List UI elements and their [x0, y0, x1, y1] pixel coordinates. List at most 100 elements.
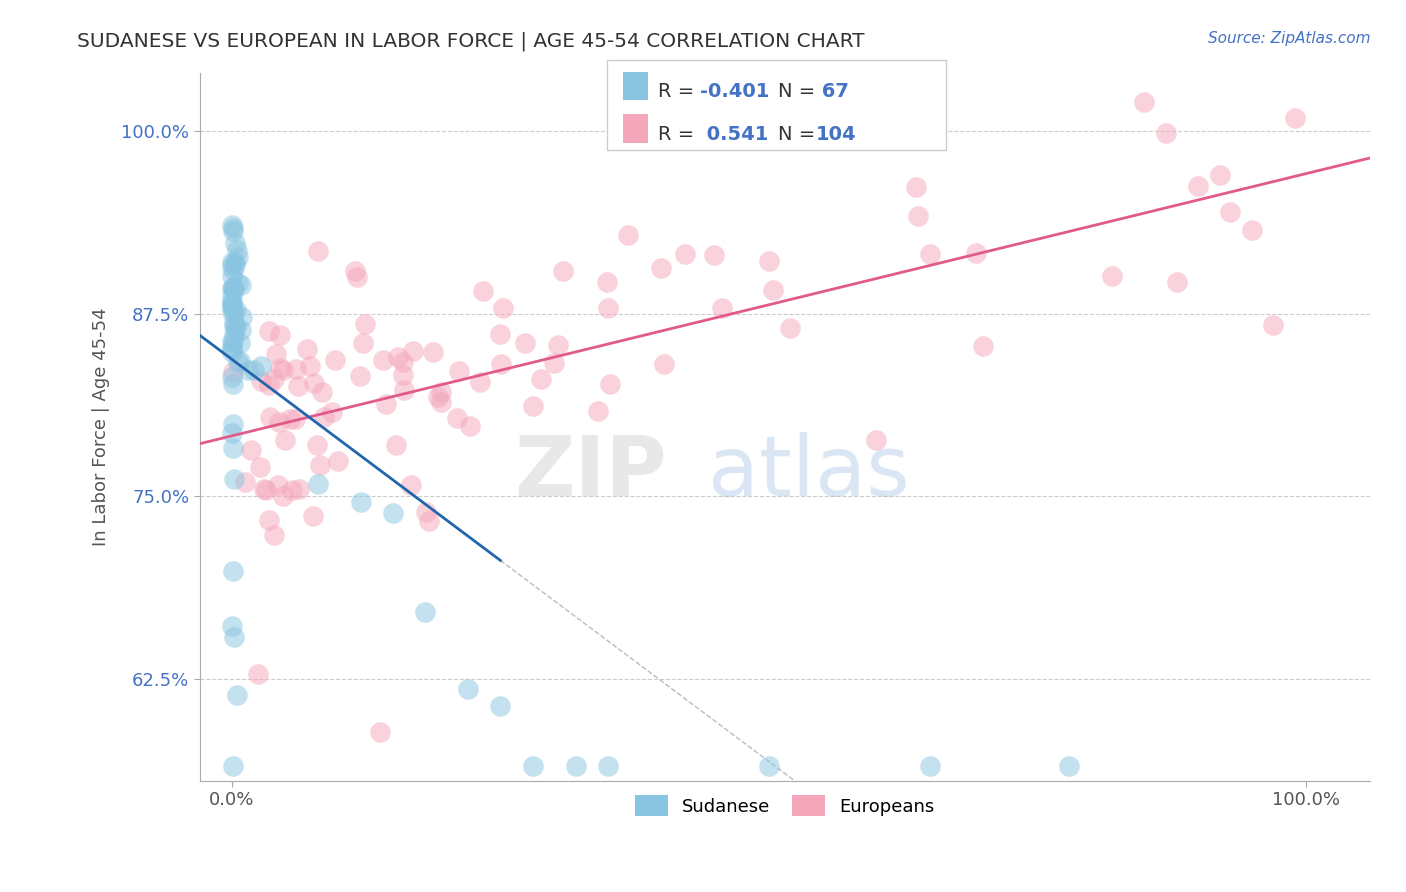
Point [489, 357, 512, 371]
Point [221, 341, 243, 355]
Point [596, 759, 619, 773]
Point [918, 247, 941, 261]
Point [703, 248, 725, 262]
Point [222, 759, 245, 773]
Point [392, 368, 415, 383]
Point [492, 301, 515, 315]
Point [250, 374, 273, 388]
Point [305, 438, 328, 452]
Point [522, 399, 544, 413]
Point [311, 385, 333, 400]
Point [271, 363, 294, 377]
Point [221, 369, 243, 384]
Point [267, 415, 290, 429]
Point [1059, 759, 1081, 773]
Point [385, 438, 408, 452]
Point [1208, 168, 1230, 182]
Point [222, 280, 245, 294]
Point [865, 433, 887, 447]
Point [239, 442, 262, 457]
Point [221, 342, 243, 356]
Point [446, 410, 468, 425]
Point [229, 354, 252, 368]
Point [422, 345, 444, 359]
Point [375, 396, 398, 410]
Point [221, 334, 243, 348]
Point [302, 509, 325, 524]
Point [297, 343, 319, 357]
Point [221, 259, 243, 273]
Point [226, 243, 249, 257]
Point [349, 369, 371, 384]
Point [221, 345, 243, 359]
Point [224, 255, 246, 269]
Point [321, 405, 343, 419]
Point [553, 264, 575, 278]
Point [221, 426, 243, 441]
Point [271, 490, 294, 504]
Text: R =: R = [658, 82, 700, 102]
Point [225, 303, 247, 318]
Point [224, 631, 246, 645]
Point [652, 358, 675, 372]
Point [447, 364, 470, 378]
Point [287, 378, 309, 392]
Point [302, 376, 325, 390]
Text: 104: 104 [815, 125, 856, 144]
Text: 67: 67 [815, 82, 849, 102]
Point [228, 355, 250, 369]
Point [233, 475, 256, 490]
Point [387, 350, 409, 364]
Point [368, 724, 391, 739]
Point [224, 306, 246, 320]
Point [222, 564, 245, 578]
Point [907, 209, 929, 223]
Point [221, 619, 243, 633]
Point [350, 495, 373, 509]
Point [371, 353, 394, 368]
Point [1240, 222, 1263, 236]
Point [257, 513, 280, 527]
Point [547, 337, 569, 351]
Point [249, 460, 271, 475]
Point [264, 347, 287, 361]
Point [399, 477, 422, 491]
Point [238, 363, 260, 377]
Point [617, 227, 640, 242]
Point [596, 301, 619, 316]
Point [226, 276, 249, 290]
Point [392, 354, 415, 368]
Point [1187, 178, 1209, 193]
Point [965, 245, 987, 260]
Point [418, 514, 440, 528]
Point [269, 361, 291, 376]
Point [221, 305, 243, 319]
Point [430, 385, 453, 400]
Point [346, 269, 368, 284]
Point [1133, 95, 1156, 110]
Point [972, 339, 994, 353]
Point [298, 359, 321, 373]
Point [225, 688, 247, 702]
Point [530, 372, 553, 386]
Point [221, 254, 243, 268]
Point [222, 472, 245, 486]
Point [307, 477, 329, 491]
Point [221, 263, 243, 277]
Point [430, 395, 453, 409]
Point [284, 412, 307, 426]
Point [596, 276, 619, 290]
Point [314, 410, 336, 425]
Point [468, 375, 491, 389]
Point [222, 365, 245, 379]
Text: N =: N = [778, 125, 821, 144]
Point [269, 328, 291, 343]
Point [221, 289, 243, 303]
Point [229, 335, 252, 350]
Point [221, 295, 243, 310]
Legend: Sudanese, Europeans: Sudanese, Europeans [626, 786, 943, 825]
Point [254, 483, 277, 497]
Y-axis label: In Labor Force | Age 45-54: In Labor Force | Age 45-54 [93, 308, 110, 546]
Point [231, 310, 253, 324]
Point [257, 378, 280, 392]
